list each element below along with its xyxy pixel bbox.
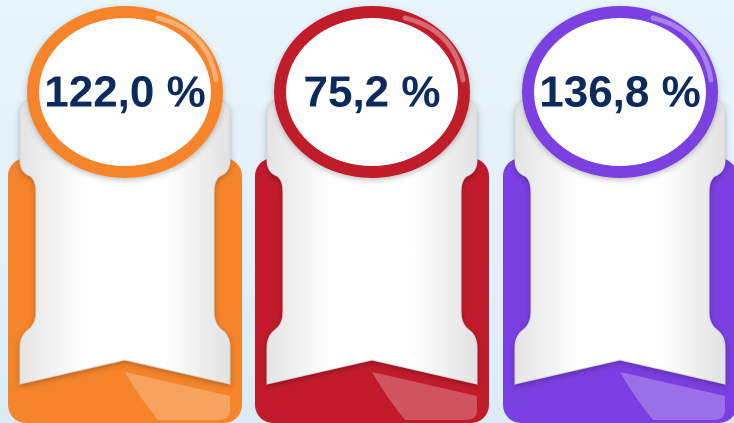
card-shine (125, 372, 230, 420)
card-body (19, 99, 231, 385)
card: 122,0 % (8, 6, 242, 423)
card: 136,8 % (503, 6, 734, 423)
badge-value: 122,0 % (44, 68, 205, 117)
card-shine (372, 372, 477, 420)
badge-ring (274, 6, 470, 178)
card-body (514, 99, 726, 385)
badge-value: 75,2 % (304, 68, 441, 117)
badge-highlight (650, 15, 714, 83)
badge-value: 136,8 % (539, 68, 700, 117)
card-shine (620, 372, 725, 420)
badge-ring (522, 6, 718, 178)
badge-highlight (155, 15, 219, 83)
badge-ring (27, 6, 223, 178)
badge-highlight (402, 15, 466, 83)
card-body (266, 99, 478, 385)
card: 75,2 % (255, 6, 489, 423)
